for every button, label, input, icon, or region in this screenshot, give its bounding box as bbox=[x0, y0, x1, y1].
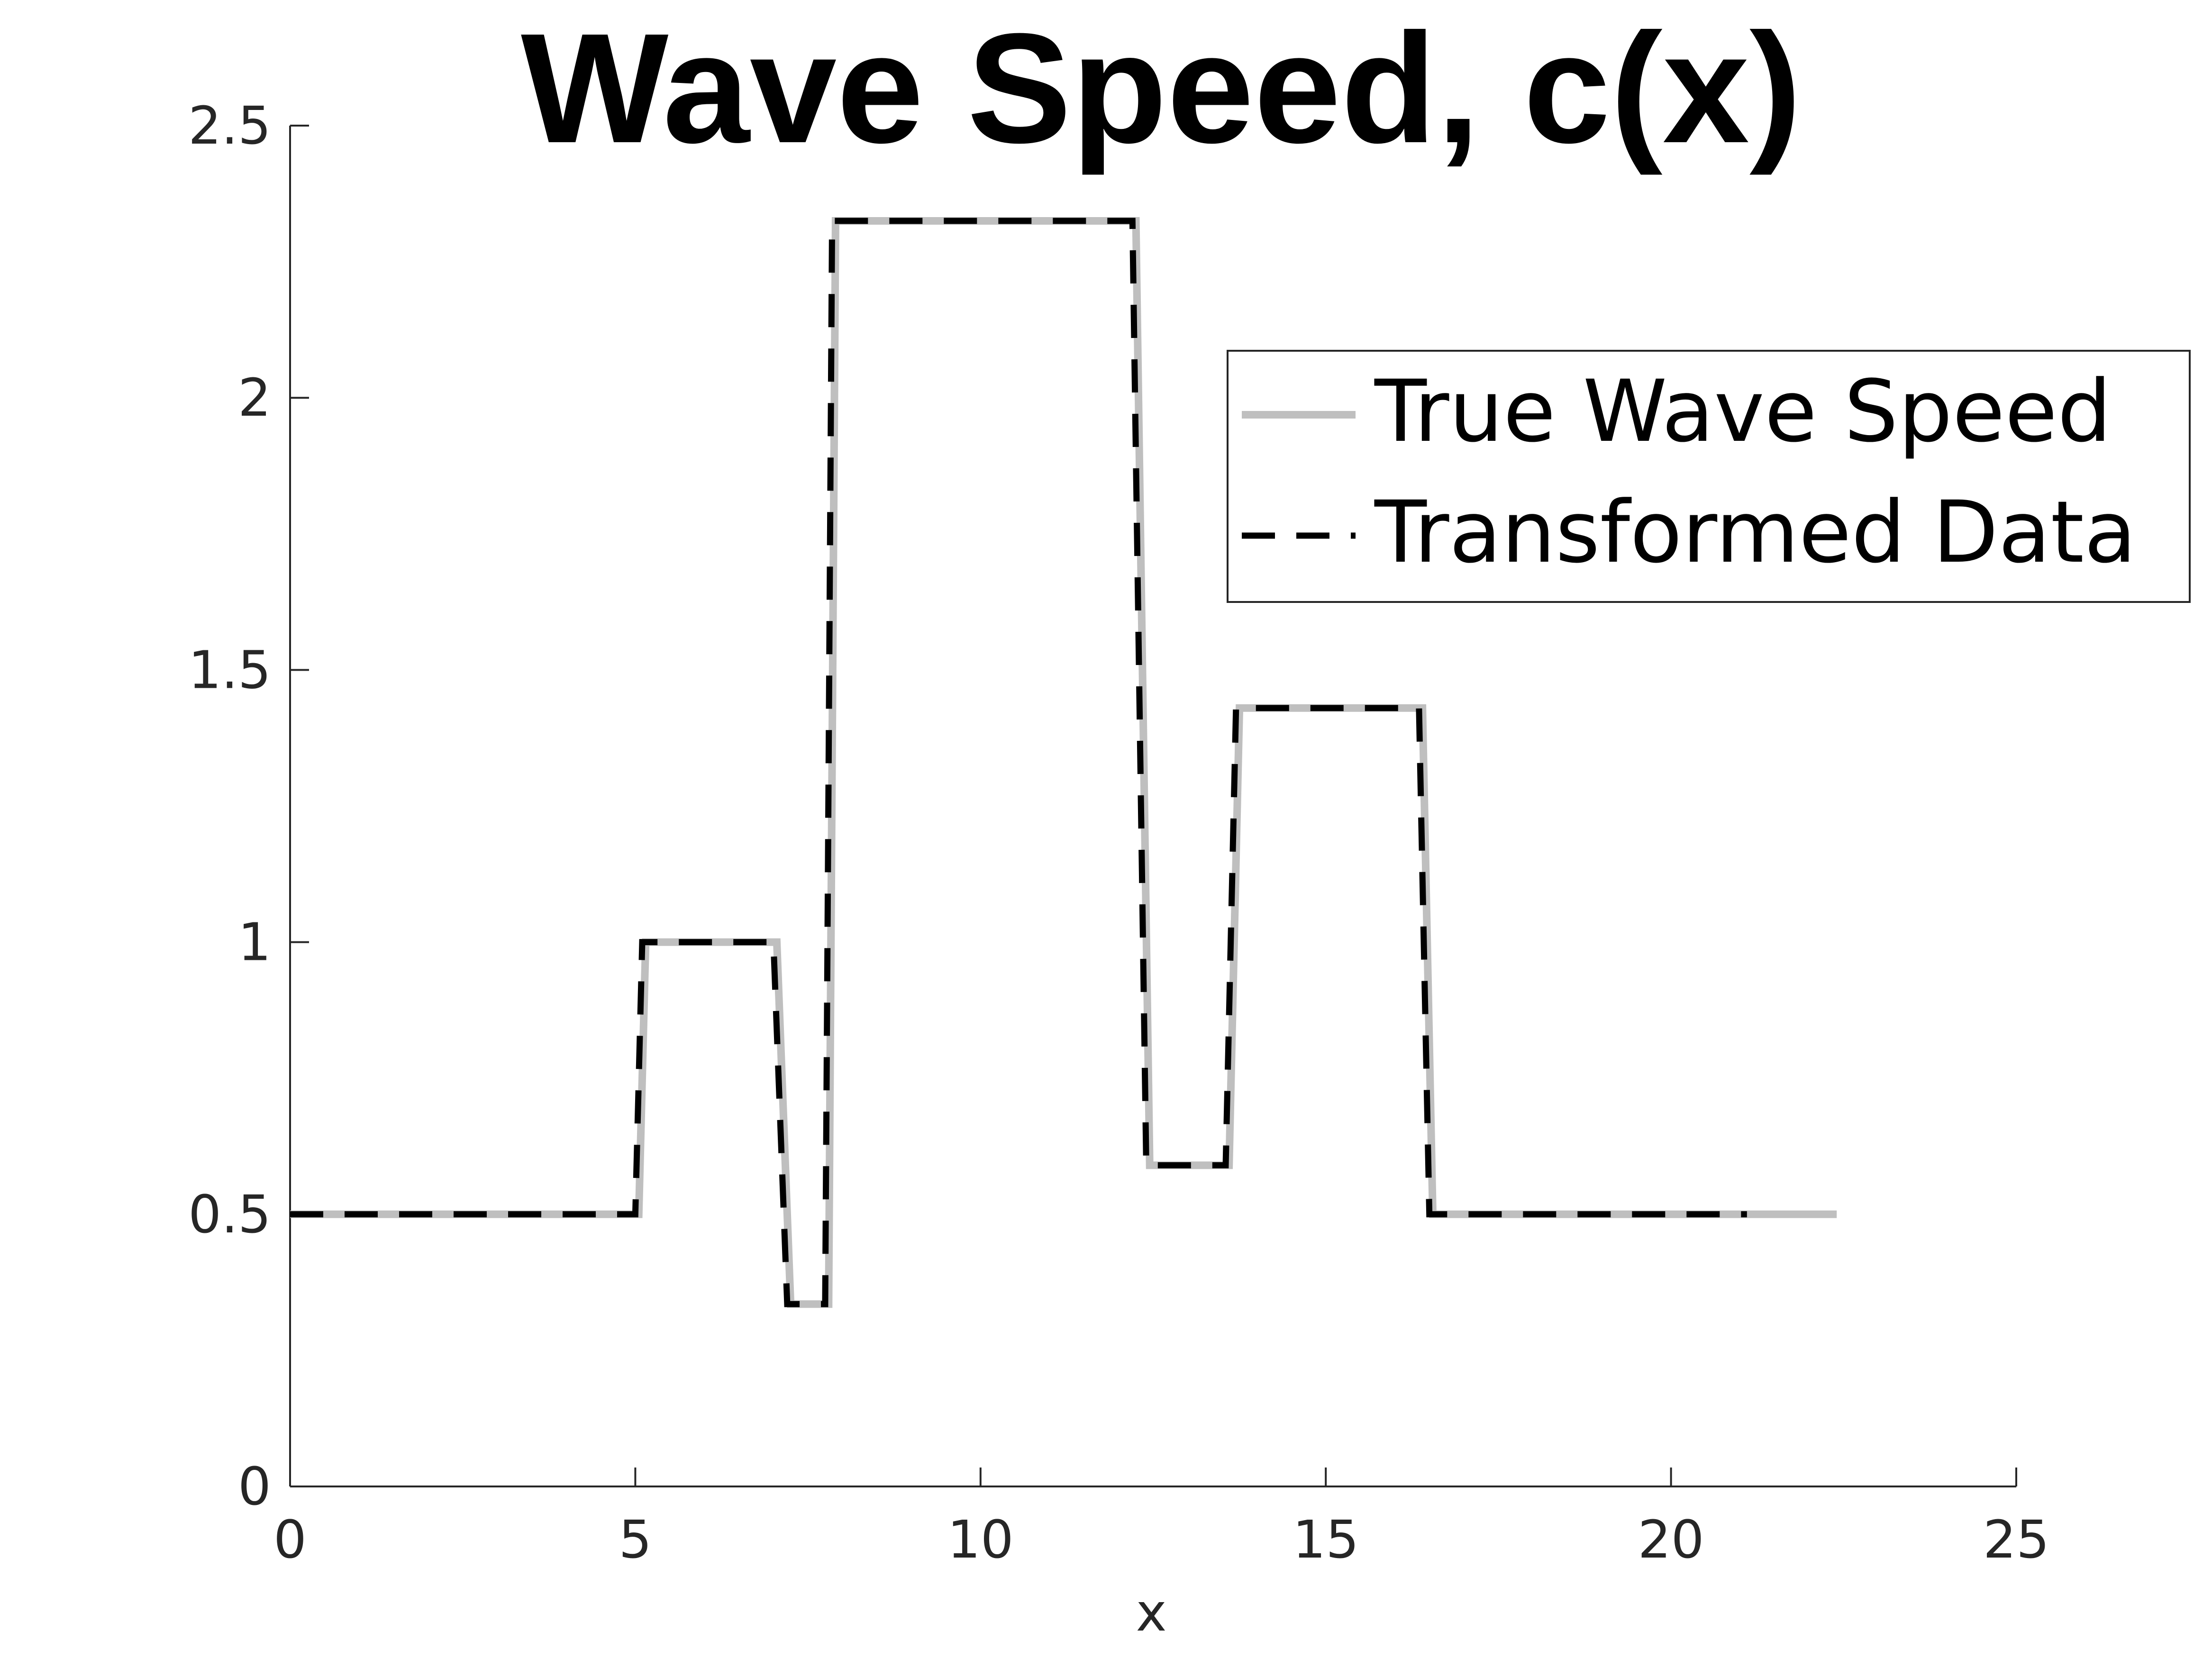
chart-title: Wave Speed, c(x) bbox=[521, 0, 1802, 176]
y-tick-label: 0.5 bbox=[188, 1184, 271, 1245]
x-tick-label: 15 bbox=[1293, 1509, 1359, 1570]
x-tick-label: 5 bbox=[619, 1509, 652, 1570]
y-tick-label: 2 bbox=[238, 367, 271, 428]
x-tick-label: 20 bbox=[1638, 1509, 1704, 1570]
x-tick-label: 10 bbox=[947, 1509, 1014, 1570]
y-tick-label: 1 bbox=[238, 912, 271, 973]
x-tick-label: 0 bbox=[273, 1509, 307, 1570]
y-tick-label: 2.5 bbox=[188, 95, 271, 156]
x-axis-label: x bbox=[1136, 1582, 1166, 1643]
axes: 0 5 10 15 20 25 0 0.5 1 1.5 2 2.5 bbox=[188, 95, 2049, 1570]
plot-lines bbox=[290, 217, 1837, 1308]
series-line-transformed-data bbox=[290, 218, 1747, 1307]
legend: True Wave Speed Transformed Data bbox=[1227, 350, 2191, 603]
legend-label-true-wave-speed: True Wave Speed bbox=[1374, 362, 2112, 461]
legend-box bbox=[1227, 350, 2191, 603]
x-tick-label: 25 bbox=[1983, 1509, 2049, 1570]
y-tick-label: 0 bbox=[238, 1456, 271, 1517]
y-tick-label: 1.5 bbox=[188, 639, 271, 700]
legend-label-transformed-data: Transformed Data bbox=[1374, 483, 2136, 582]
